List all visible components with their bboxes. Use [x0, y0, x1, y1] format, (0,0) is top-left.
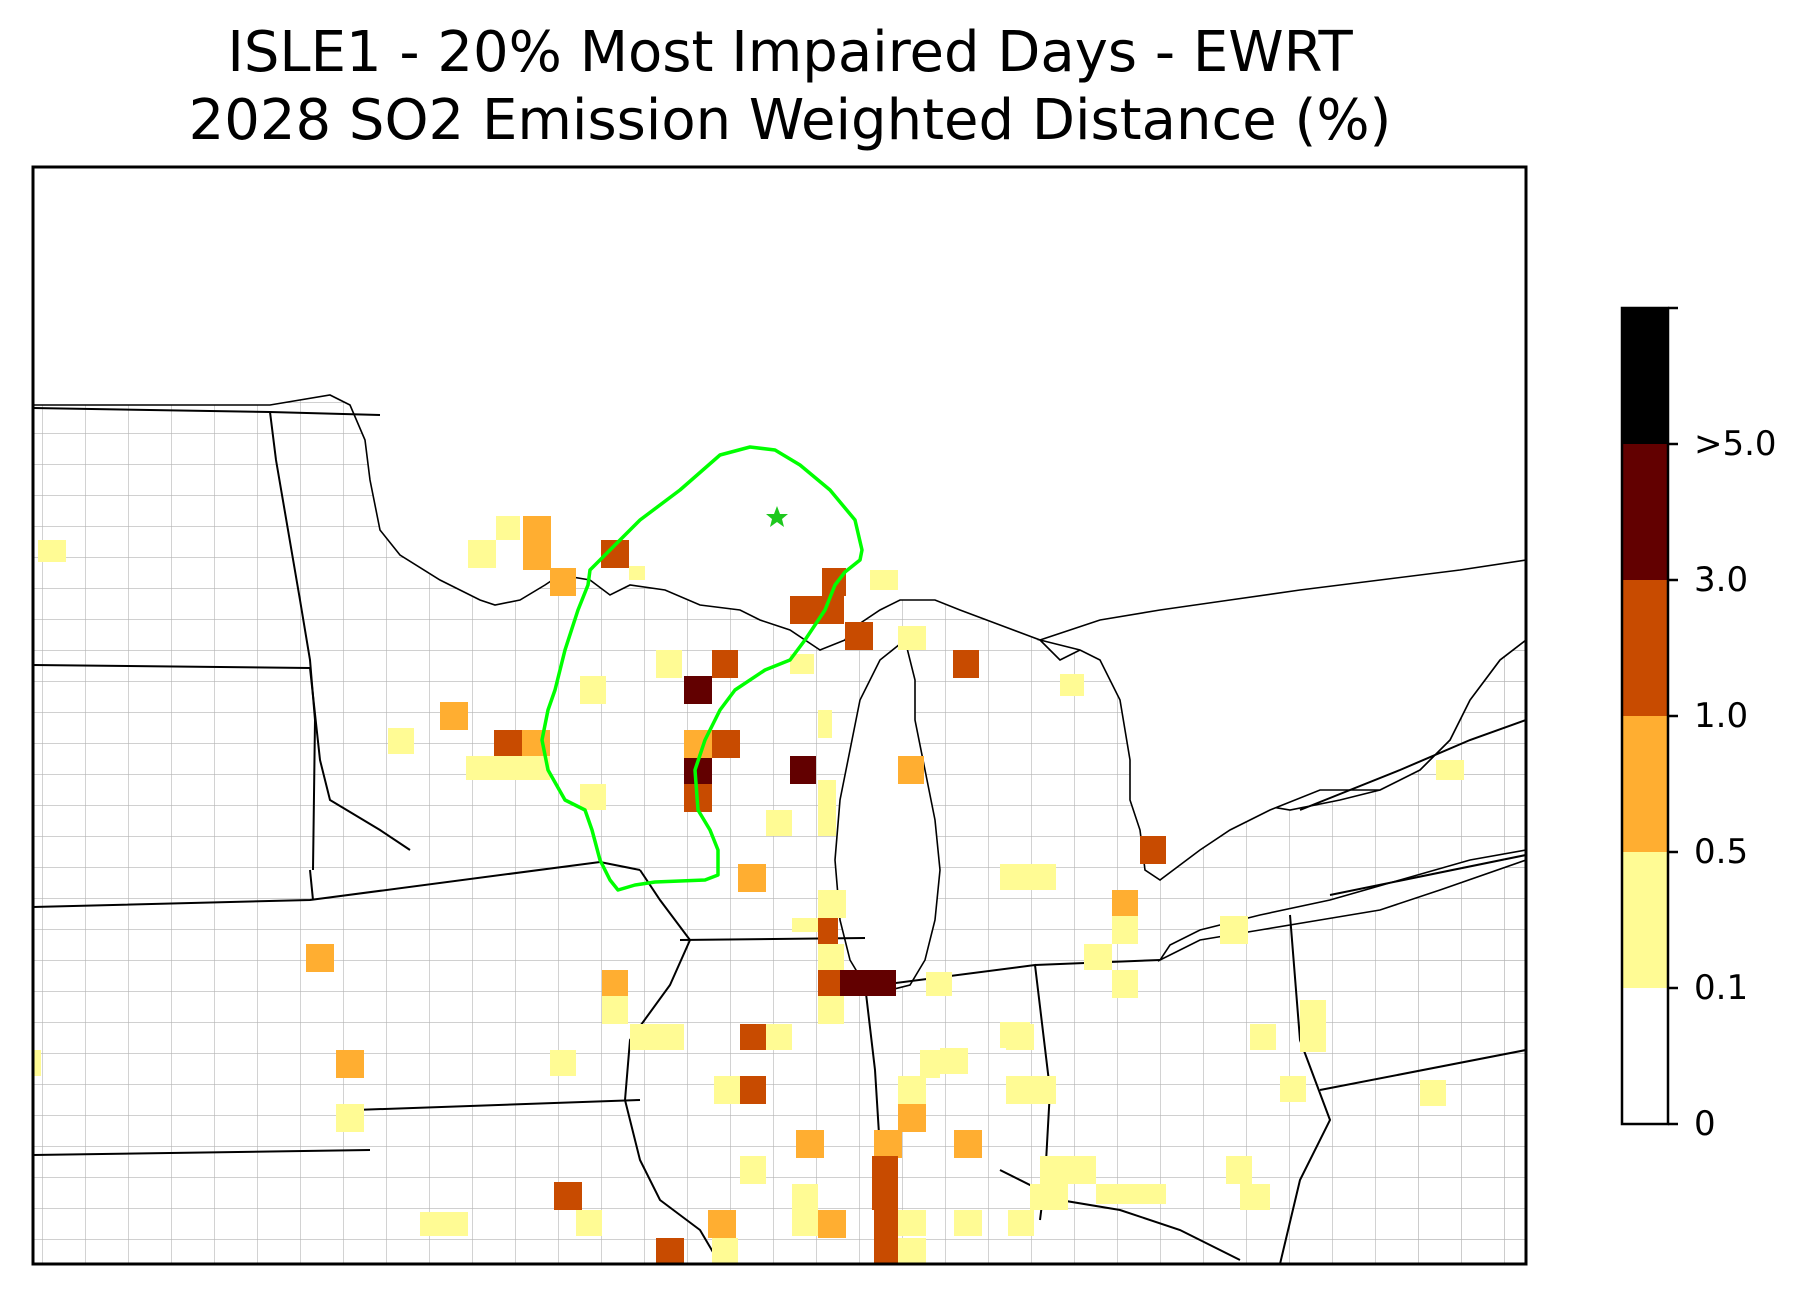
back-trajectory-contour — [540, 445, 864, 892]
star-icon — [766, 506, 788, 527]
colorbar-segment-2 — [1622, 716, 1668, 852]
colorbar-segment-3 — [1622, 580, 1668, 716]
lake-huron — [1037, 559, 1526, 881]
colorbar-segment-1 — [1622, 852, 1668, 988]
colorbar-label-0: 0 — [1694, 1104, 1716, 1144]
map-title-line1: ISLE1 - 20% Most Impaired Days - EWRT — [227, 20, 1353, 85]
emission-cells — [33, 516, 1464, 1264]
colorbar-label-4: 3.0 — [1694, 560, 1749, 600]
colorbar-segment-5 — [1622, 308, 1668, 444]
colorbar-segment-0 — [1622, 988, 1668, 1124]
colorbar-segment-4 — [1622, 444, 1668, 580]
colorbar-label-5: >5.0 — [1694, 424, 1777, 464]
colorbar-label-1: 0.1 — [1694, 968, 1749, 1008]
colorbar-label-2: 0.5 — [1694, 832, 1749, 872]
map-frame — [31, 165, 1528, 1266]
colorbar — [1620, 306, 1678, 1126]
map-title-line2: 2028 SO2 Emission Weighted Distance (%) — [188, 88, 1392, 153]
colorbar-label-3: 1.0 — [1694, 696, 1749, 736]
